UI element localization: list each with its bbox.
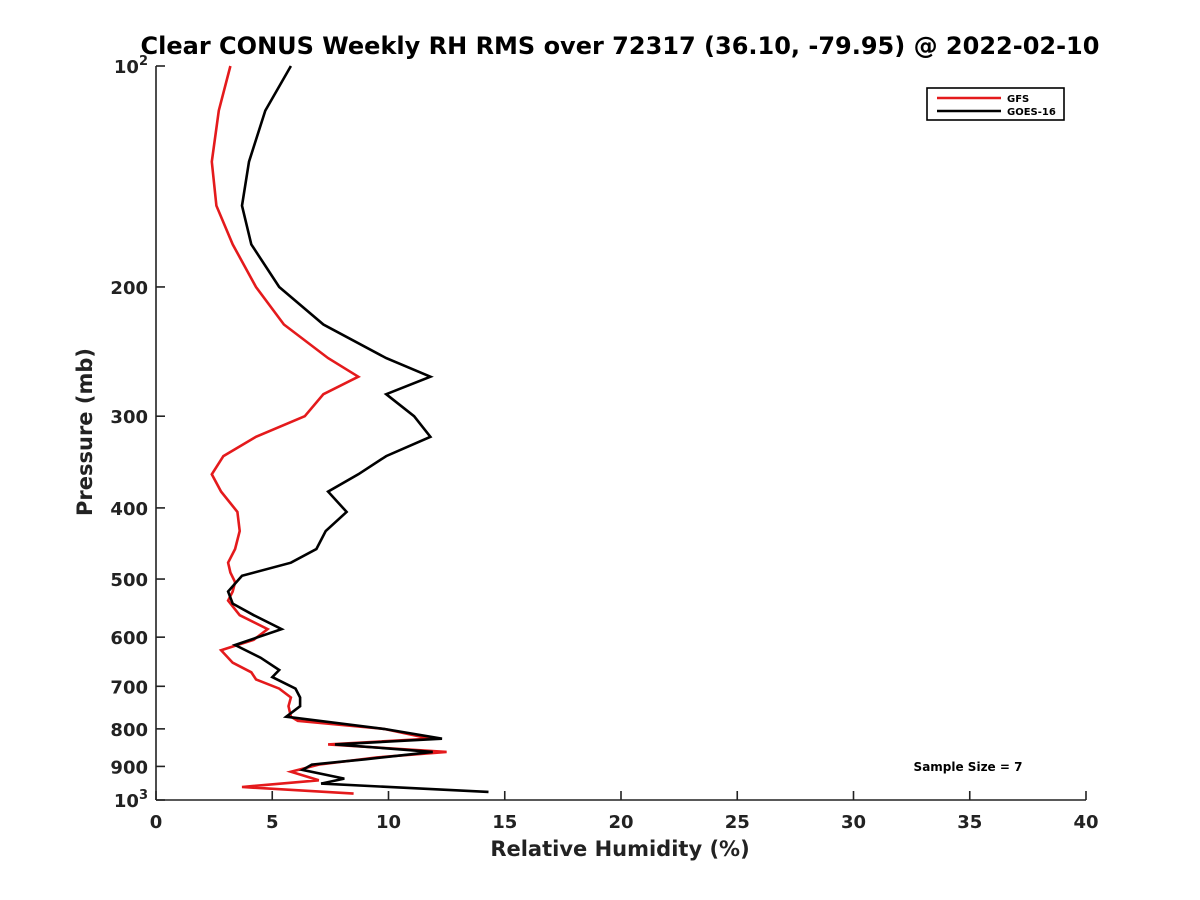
y-tick-label: 700	[110, 677, 148, 698]
series-line-goes-16	[226, 65, 489, 794]
y-axis-label: Pressure (mb)	[73, 348, 97, 516]
x-tick-label: 15	[492, 812, 517, 833]
y-tick-label: 102	[114, 54, 148, 78]
y-tick-label: 200	[110, 278, 148, 299]
axes-layer: 0 5 10 15 20 25 30 35 40 102 200 300 400 500 600 700 800…	[110, 54, 1098, 833]
x-tick-label: 25	[725, 812, 750, 833]
x-tick-label: 5	[266, 812, 279, 833]
y-tick-label: 600	[110, 628, 148, 649]
x-axis-label: Relative Humidity (%)	[490, 837, 749, 861]
y-tick-label: 800	[110, 720, 148, 741]
legend-box	[926, 87, 1065, 121]
y-tick-label: 400	[110, 499, 148, 520]
chart-title: Clear CONUS Weekly RH RMS over 72317 (36…	[141, 32, 1100, 60]
legend-label: GFS	[1007, 94, 1029, 105]
x-tick-label: 10	[376, 812, 401, 833]
x-tick-label: 0	[150, 812, 163, 833]
legend: GFS GOES-16	[926, 87, 1065, 121]
x-tick-label: 30	[841, 812, 866, 833]
y-tick-label: 103	[114, 788, 148, 812]
x-tick-label: 20	[608, 812, 633, 833]
legend-label: GOES-16	[1007, 107, 1056, 118]
series-layer	[210, 65, 489, 795]
y-tick-label: 900	[110, 757, 148, 778]
x-tick-label: 35	[957, 812, 982, 833]
y-tick-label: 500	[110, 570, 148, 591]
sample-size-annotation: Sample Size = 7	[914, 760, 1023, 774]
y-tick-label: 300	[110, 407, 148, 428]
x-tick-label: 40	[1073, 812, 1098, 833]
